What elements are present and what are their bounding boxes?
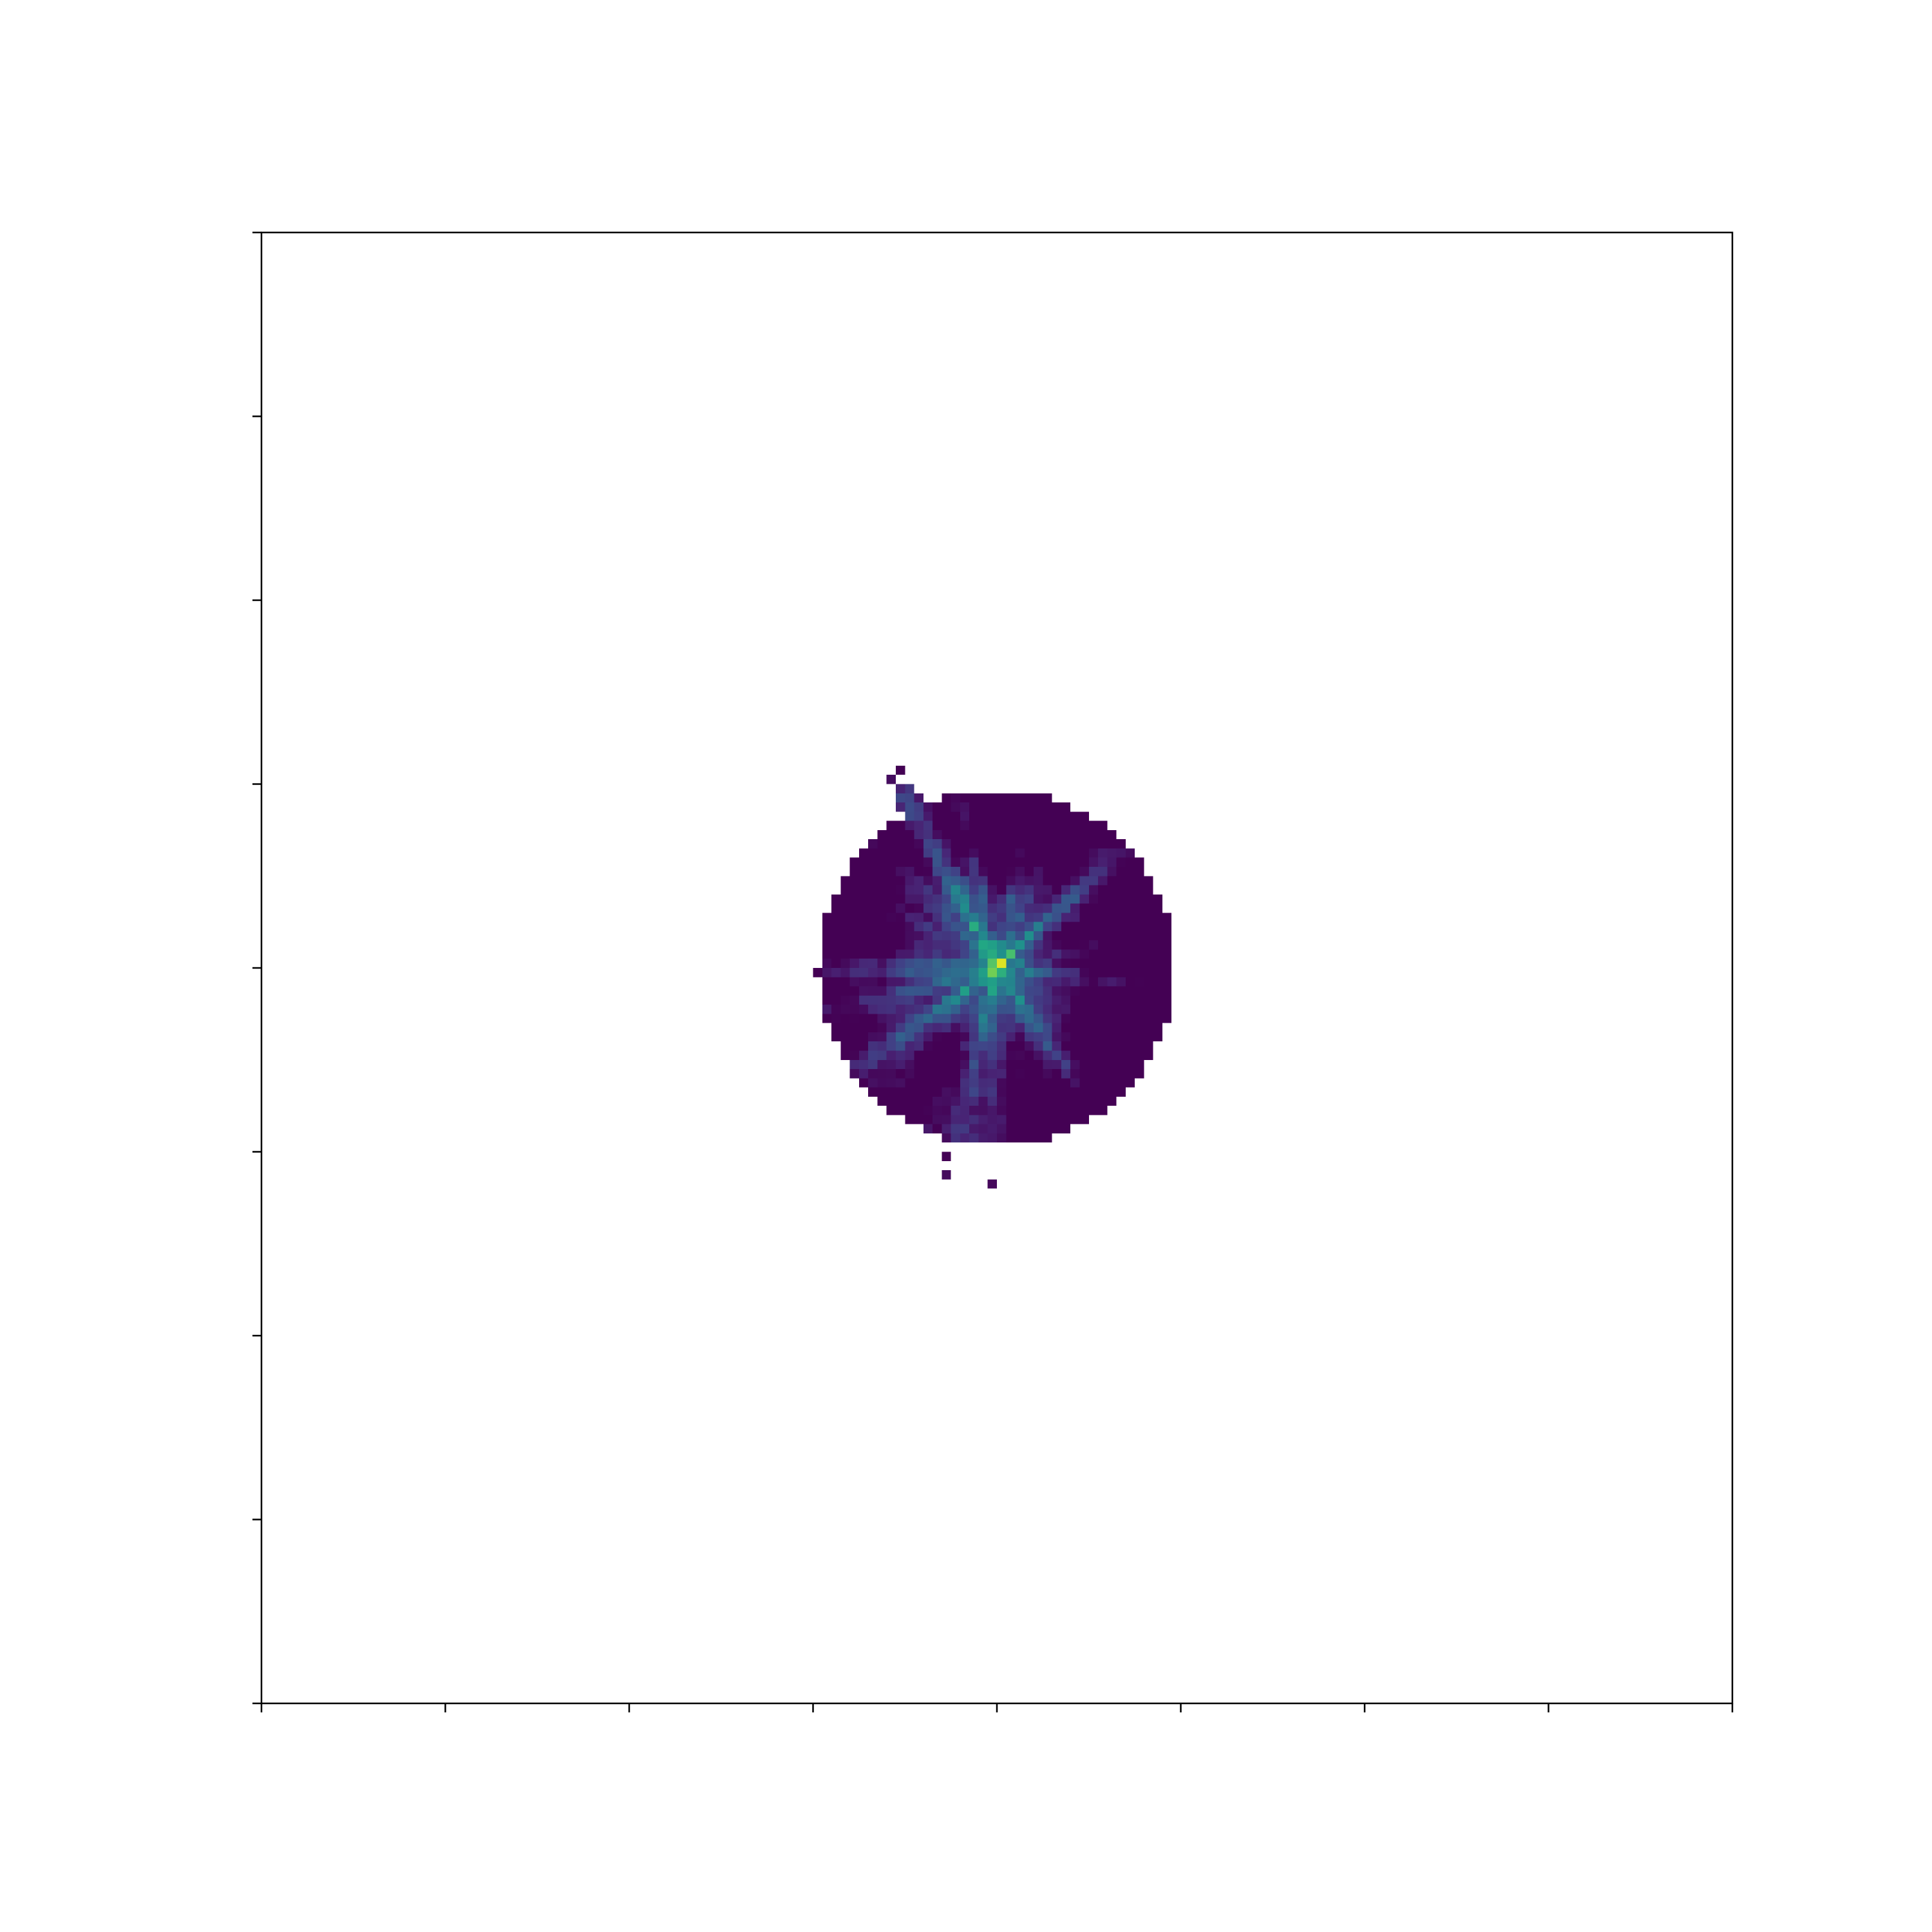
density-heatmap (261, 232, 1732, 1703)
x-axis-ticks (260, 1703, 1734, 1712)
y-axis-ticks (252, 231, 261, 1705)
axes-frame (260, 231, 1734, 1705)
